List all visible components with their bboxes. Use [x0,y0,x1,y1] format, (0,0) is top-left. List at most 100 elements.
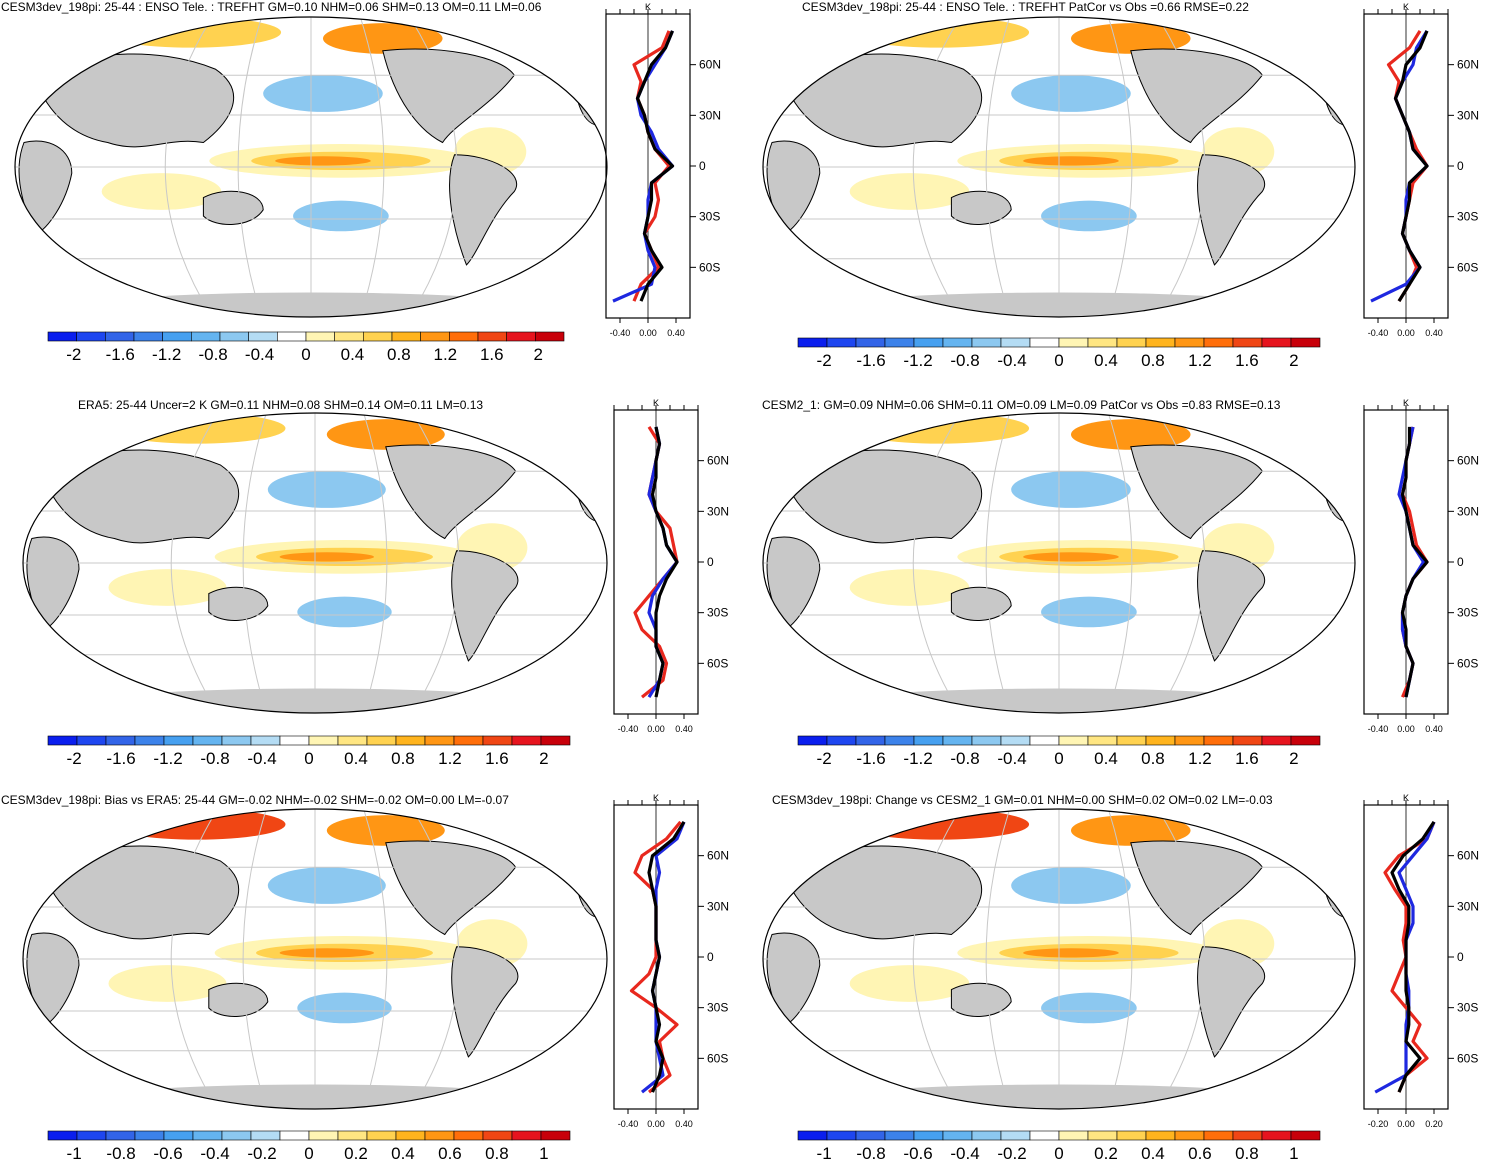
colorbar-swatch [334,331,364,342]
colorbar-label: 2 [533,345,542,364]
colorbar-swatch [133,331,163,342]
panel-1-profile: K 60N 30N 0 30S 60S -0.40 0.00 0.40 [605,2,721,338]
colorbar-label: 0.4 [341,345,365,364]
arctic-anomaly-2 [1070,815,1191,846]
colorbar-label: -0.8 [950,749,979,768]
colorbar-label: -1.2 [153,749,182,768]
graticule-lon [237,17,263,317]
north-pacific-anomaly [1011,471,1131,508]
colorbar-swatch [1232,1130,1263,1141]
enso-tongue-core [275,156,371,166]
colorbar-swatch [424,1130,455,1141]
profile-lat-label: 30S [1457,606,1478,620]
profile-lat-label: 30N [1457,899,1479,913]
colorbar-label: 1.2 [1188,351,1212,370]
land-north-america [385,840,517,936]
profile-lat-label: 30N [707,899,729,913]
profile-lat-label: 30N [1457,504,1479,518]
colorbar-swatch [105,1130,136,1141]
colorbar-swatch [855,1130,886,1141]
colorbar-swatch [337,1130,368,1141]
profile-lat-label: 60S [1457,1051,1478,1065]
panel-5-colorbar: -1 -0.8 -0.6 -0.4 -0.2 0 0.2 0.4 0.6 0.8 1 [47,1130,571,1163]
colorbar-label: -0.2 [247,1144,276,1163]
colorbar-label: -1.6 [106,345,135,364]
colorbar-swatch [540,735,571,746]
land-north-america [1130,444,1263,540]
profile-x-label: 0.00 [1397,1119,1415,1129]
colorbar-swatch [971,337,1002,348]
colorbar-swatch [221,1130,252,1141]
graticule-lon [409,17,458,317]
colorbar-swatch [192,1130,223,1141]
colorbar-swatch [884,1130,915,1141]
panel-4-profile: K 60N 30N 0 30S 60S -0.40 0.00 0.40 [1363,398,1479,734]
indian-ocean-anomaly [101,173,222,210]
profile-lat-label: 30S [699,210,720,224]
map-border [762,808,1356,1110]
land-africa [18,140,73,235]
colorbar-swatch [1116,1130,1147,1141]
colorbar-swatch [366,735,397,746]
colorbar-swatch [942,1130,973,1141]
land-africa [766,140,821,235]
colorbar-label: 1.6 [485,749,509,768]
indian-ocean-anomaly [849,965,970,1002]
colorbar-swatch [1000,337,1031,348]
map-border [22,808,608,1110]
profile-x-label: 0.00 [1397,724,1415,734]
colorbar-label: -0.8 [198,345,227,364]
colorbar-swatch [506,331,536,342]
colorbar-swatch [1290,1130,1321,1141]
colorbar-label: 1.6 [1235,749,1259,768]
map-border [22,412,608,714]
panel-5-profile: K 60N 30N 0 30S 60S -0.40 0.00 0.40 [613,793,729,1129]
profile-series-line [1370,30,1429,303]
land-australia [950,190,1012,225]
colorbar-swatch [391,331,421,342]
colorbar-swatch [308,735,339,746]
colorbar-label: 1.2 [438,749,462,768]
land-greenland [1273,25,1314,59]
colorbar-label: 2 [1289,749,1298,768]
panel-6-profile: K 60N 30N 0 30S 60S -0.20 0.00 0.20 [1363,793,1479,1129]
colorbar-swatch [855,735,886,746]
graticule-lon [170,809,219,1109]
profile-series-line [647,821,686,1093]
colorbar-swatch [1000,1130,1031,1141]
profile-lat-label: 0 [699,159,706,173]
colorbar-label: 0 [301,345,310,364]
colorbar-swatch [250,1130,281,1141]
colorbar-swatch [305,331,335,342]
map-field [23,809,607,1109]
colorbar-swatch [855,337,886,348]
enso-tongue-core [279,948,374,958]
colorbar-swatch [477,331,507,342]
colorbar-label: -0.4 [245,345,274,364]
colorbar-label: 0.8 [391,749,415,768]
graticule-lon [1107,809,1133,1109]
colorbar-label: 0 [304,1144,313,1163]
colorbar-swatch [535,331,565,342]
profile-x-label: 0.40 [675,724,693,734]
land-greenland [1273,421,1314,455]
land-eurasia [43,449,240,544]
colorbar-label: 0.6 [438,1144,462,1163]
panel-3-profile: K 60N 30N 0 30S 60S -0.40 0.00 0.40 [613,398,729,734]
colorbar-swatch [1261,337,1292,348]
panel-2-profile: K 60N 30N 0 30S 60S -0.40 0.00 0.40 [1363,2,1479,338]
indian-ocean-anomaly [849,569,970,606]
panel-2-title: CESM3dev_198pi: 25-44 : ENSO Tele. : TRE… [802,0,1249,14]
north-pacific-anomaly [1011,75,1131,112]
colorbar-label: -0.6 [903,1144,932,1163]
profile-x-label: -0.40 [618,724,639,734]
colorbar-swatch [1174,1130,1205,1141]
colorbar-swatch [482,735,513,746]
colorbar-swatch [884,337,915,348]
colorbar-label: 0.4 [344,749,368,768]
colorbar-swatch [337,735,368,746]
south-pacific-anomaly [297,992,392,1024]
profile-lat-label: 0 [1457,950,1464,964]
colorbar-label: -1.2 [903,749,932,768]
map-field [763,809,1355,1109]
